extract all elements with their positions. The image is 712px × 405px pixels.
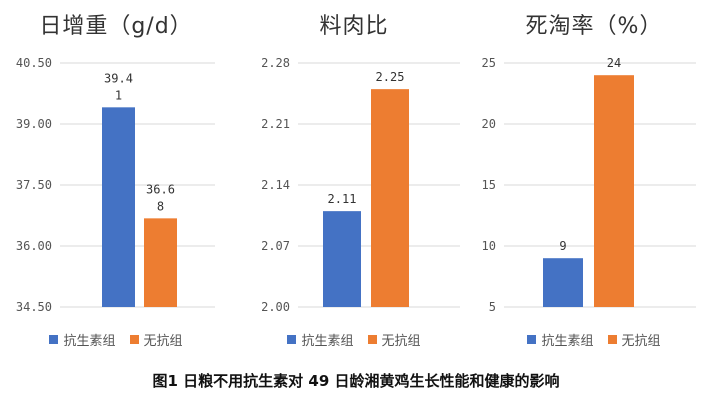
y-tick-label: 2.14 bbox=[261, 178, 290, 192]
legend-swatch-antibiotic bbox=[527, 335, 537, 344]
legend-label: 抗生素组 bbox=[301, 334, 354, 349]
bar-no-antibiotic bbox=[371, 89, 409, 308]
legend-item-no-antibiotic: 无抗组 bbox=[367, 330, 421, 349]
legend-swatch-antibiotic bbox=[287, 335, 297, 344]
legend: 抗生素组 无抗组 bbox=[0, 330, 232, 349]
y-tick-label: 36.00 bbox=[16, 239, 52, 253]
y-tick-label: 15 bbox=[482, 178, 496, 192]
y-tick-label: 2.28 bbox=[261, 56, 290, 70]
y-tick-label: 39.00 bbox=[16, 117, 52, 131]
data-label: 2.11 bbox=[328, 192, 357, 206]
y-tick-label: 37.50 bbox=[16, 178, 52, 192]
legend-swatch-no-antibiotic bbox=[367, 335, 377, 344]
data-label: 9 bbox=[559, 239, 566, 253]
data-label: 1 bbox=[115, 88, 122, 102]
bar-antibiotic bbox=[543, 258, 583, 307]
legend-item-no-antibiotic: 无抗组 bbox=[129, 330, 183, 349]
y-tick-label: 34.50 bbox=[16, 300, 52, 314]
data-label: 2.25 bbox=[376, 70, 405, 84]
legend-label: 无抗组 bbox=[143, 334, 183, 349]
legend-item-antibiotic: 抗生素组 bbox=[527, 330, 594, 349]
y-tick-label: 2.00 bbox=[261, 300, 290, 314]
legend-item-antibiotic: 抗生素组 bbox=[49, 330, 116, 349]
data-label: 36.6 bbox=[146, 182, 175, 196]
data-label: 24 bbox=[607, 56, 621, 70]
chart-panel-mortality: 死淘率（%） 5 10 15 20 25 9 24 抗生素组 无抗组 bbox=[476, 0, 712, 360]
legend-swatch-no-antibiotic bbox=[129, 335, 139, 344]
y-tick-label: 5 bbox=[489, 300, 496, 314]
figure-caption: 图1 日粮不用抗生素对 49 日龄湘黄鸡生长性能和健康的影响 bbox=[152, 372, 560, 390]
chart-title: 死淘率（%） bbox=[525, 14, 663, 39]
data-label: 39.4 bbox=[104, 71, 133, 85]
legend-swatch-antibiotic bbox=[49, 335, 59, 344]
bar-no-antibiotic bbox=[594, 75, 634, 307]
bar-chart-daily-gain: 34.50 36.00 37.50 39.00 40.50 39.4 1 36.6 8 bbox=[16, 56, 215, 314]
bar-antibiotic bbox=[102, 107, 135, 308]
legend-label: 无抗组 bbox=[381, 334, 421, 349]
chart-panel-daily-gain: 日增重（g/d） 34.50 36.00 37.50 39.00 40.50 39.4 1 3… bbox=[0, 0, 232, 360]
legend: 抗生素组 无抗组 bbox=[238, 330, 470, 349]
data-label: 8 bbox=[157, 199, 164, 213]
y-tick-label: 20 bbox=[482, 117, 496, 131]
legend-item-no-antibiotic: 无抗组 bbox=[607, 330, 661, 349]
y-tick-label: 2.07 bbox=[261, 239, 290, 253]
chart-title: 日增重（g/d） bbox=[39, 14, 193, 39]
legend-swatch-no-antibiotic bbox=[607, 335, 617, 344]
y-tick-label: 10 bbox=[482, 239, 496, 253]
legend-label: 无抗组 bbox=[621, 334, 661, 349]
legend: 抗生素组 无抗组 bbox=[476, 330, 712, 349]
y-tick-label: 25 bbox=[482, 56, 496, 70]
legend-label: 抗生素组 bbox=[63, 334, 116, 349]
bar-chart-mortality: 5 10 15 20 25 9 24 bbox=[482, 56, 696, 314]
y-tick-label: 2.21 bbox=[261, 117, 290, 131]
legend-label: 抗生素组 bbox=[541, 334, 594, 349]
bar-chart-feed-ratio: 2.00 2.07 2.14 2.21 2.28 2.11 2.25 bbox=[261, 56, 460, 314]
chart-title: 料肉比 bbox=[319, 14, 389, 39]
bar-no-antibiotic bbox=[144, 218, 177, 307]
chart-panel-feed-ratio: 料肉比 2.00 2.07 2.14 2.21 2.28 2.11 2.25 抗生素组 无抗… bbox=[238, 0, 470, 360]
y-tick-label: 40.50 bbox=[16, 56, 52, 70]
legend-item-antibiotic: 抗生素组 bbox=[287, 330, 354, 349]
bar-antibiotic bbox=[323, 211, 361, 307]
